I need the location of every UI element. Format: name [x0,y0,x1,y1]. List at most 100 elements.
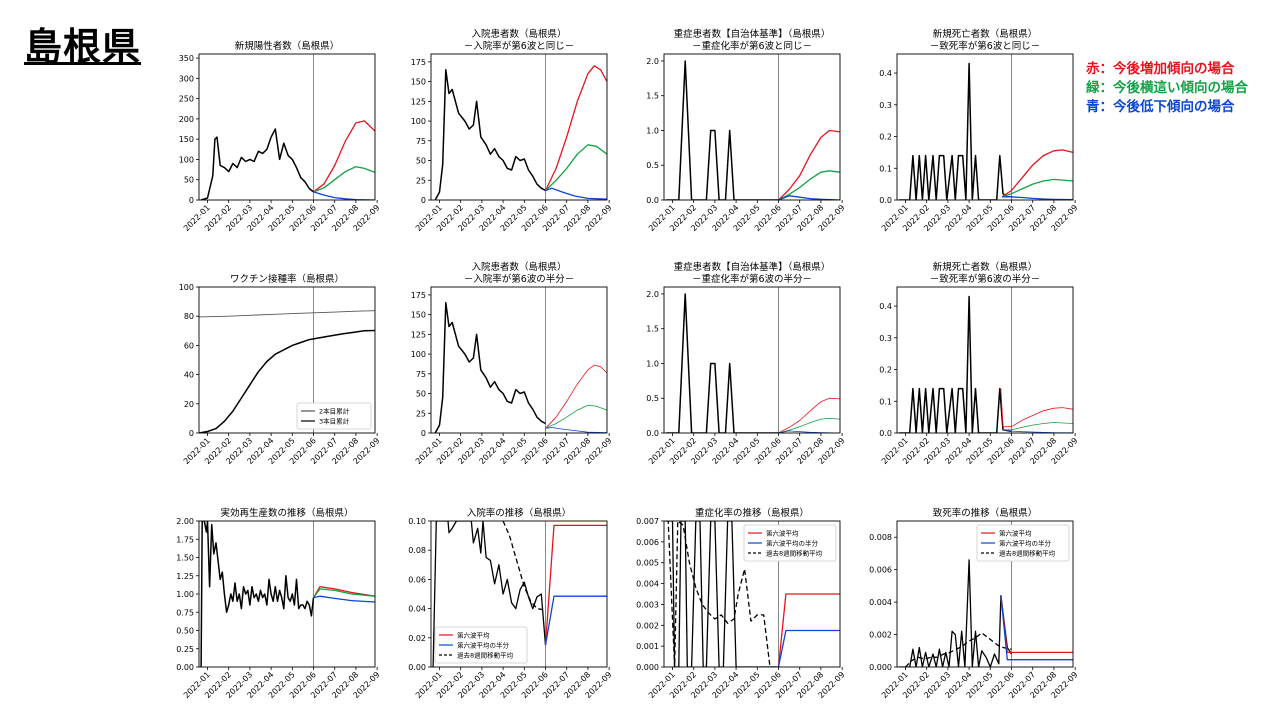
series-group [200,521,375,667]
chart-8: 新規死亡者数（島根県）－致死率が第6波の半分－0.00.10.20.30.420… [879,261,1079,466]
chart-title: 新規死亡者数（島根県） [933,28,1038,40]
series-line-4 [777,629,840,667]
chart-title: －入院率が第6波の半分－ [464,273,575,285]
series-line-2 [778,129,840,200]
y-tick-label: 0.0 [879,196,892,205]
legend-box [434,626,528,664]
chart-4: 新規死亡者数（島根県）－致死率が第6波と同じ－0.00.10.20.30.420… [879,28,1079,233]
series-line-3 [1003,422,1073,431]
y-tick-label: 2.0 [646,290,659,299]
chart-title: 重症患者数【自治体基準】（島根県） [674,261,831,273]
y-tick-label: 0.004 [636,580,659,589]
series-line-4 [544,595,607,646]
plot-frame [896,53,1074,201]
series-line-4 [545,427,607,433]
legend-label: 2本目累計 [319,407,350,416]
series-line-2 [1001,149,1073,198]
chart-1: 新規陽性者数（島根県）0501001502002503003502022-012… [179,40,382,233]
series-line-4 [313,191,375,200]
y-tick-label: 175 [411,58,426,67]
y-tick-label: 0 [421,196,426,205]
series-group [666,521,840,667]
plot-frame [896,520,1074,668]
y-tick-label: 0.00 [408,663,426,672]
y-tick-label: 250 [179,95,194,104]
y-tick-label: 1.00 [176,590,194,599]
y-tick-label: 0.2 [879,133,892,142]
y-tick-label: 100 [179,283,194,292]
plot-frame [430,520,608,668]
y-tick-label: 0 [189,196,194,205]
y-tick-label: 0.004 [869,598,892,607]
y-tick-label: 0.002 [636,621,659,630]
series-group [199,310,375,433]
y-tick-label: 25 [416,409,426,418]
series-line-1 [200,128,314,200]
series-line-4 [1000,595,1073,661]
chart-title: 実効再生産数の推移（島根県） [220,507,353,519]
series-line-1 [666,60,779,200]
y-tick-label: 50 [416,390,426,399]
y-tick-label: 0.08 [408,546,426,555]
series-line-3 [1001,178,1073,198]
y-tick-label: 0.4 [879,302,892,311]
legend-label: 3本目累計 [319,417,350,426]
y-tick-label: 0.0 [879,429,892,438]
chart-5: ワクチン接種率（島根県）0204060801002022-012022-0220… [179,273,382,466]
y-tick-label: 0 [189,429,194,438]
series-line-1 [434,69,546,200]
chart-9: 実効再生産数の推移（島根県） 0.00 0.25 0.50 0.75 1.00 1.25 1.… [176,507,381,700]
y-tick-label: 300 [179,74,194,83]
chart-title: －致死率が第6波の半分－ [930,273,1041,285]
plot-frame [198,520,376,668]
chart-12: 致死率の推移（島根県）0.0000.0020.0040.0060.0082022… [869,507,1079,700]
y-tick-label: 0.007 [636,517,659,526]
y-tick-label: 100 [411,117,426,126]
series-line-2 [778,397,840,433]
series-group [899,62,1073,200]
legend-box [976,524,1070,562]
y-tick-label: 125 [411,330,426,339]
series-group [666,293,840,433]
y-tick-label: 100 [179,155,194,164]
y-tick-label: 0.5 [646,161,659,170]
legend-label: 過去8週間移動平均 [766,549,823,558]
legend-label: 過去8週間移動平均 [457,651,514,660]
series-line-2 [1000,388,1073,428]
series-group [899,559,1073,667]
y-tick-label: 1.5 [646,92,659,101]
series-line-3 [313,166,375,193]
color-legend-note: 赤：今後増加傾向の場合 緑：今後横這い傾向の場合 青：今後低下傾向の場合 [1086,60,1248,117]
series-line-1 [899,62,1012,200]
y-tick-label: 0.75 [176,608,194,617]
y-tick-label: 0.2 [879,366,892,375]
plot-frame [430,286,608,434]
series-line-2 [666,521,779,667]
y-tick-label: 0.1 [879,397,892,406]
series-group [899,295,1073,433]
series-line-3 [545,404,607,429]
series-group [200,120,375,200]
legend-label: 第六波平均の半分 [766,539,819,548]
plot-frame [896,286,1074,434]
y-tick-label: 1.0 [646,359,659,368]
legend-label: 第六波平均の半分 [457,641,510,650]
y-tick-label: 0.000 [869,663,892,672]
page-title: 島根県 [24,25,142,69]
chart-title: 致死率の推移（島根県） [933,507,1038,519]
series-group [434,65,607,200]
plot-frame [430,53,608,201]
series-line-1 [432,521,547,667]
y-tick-label: 1.50 [176,554,194,563]
series-line-2 [312,586,375,598]
y-tick-label: 1.0 [646,126,659,135]
series-line-2 [544,65,607,191]
y-tick-label: 0.0 [646,196,659,205]
y-tick-label: 1.25 [176,572,194,581]
y-tick-label: 0.003 [636,600,659,609]
